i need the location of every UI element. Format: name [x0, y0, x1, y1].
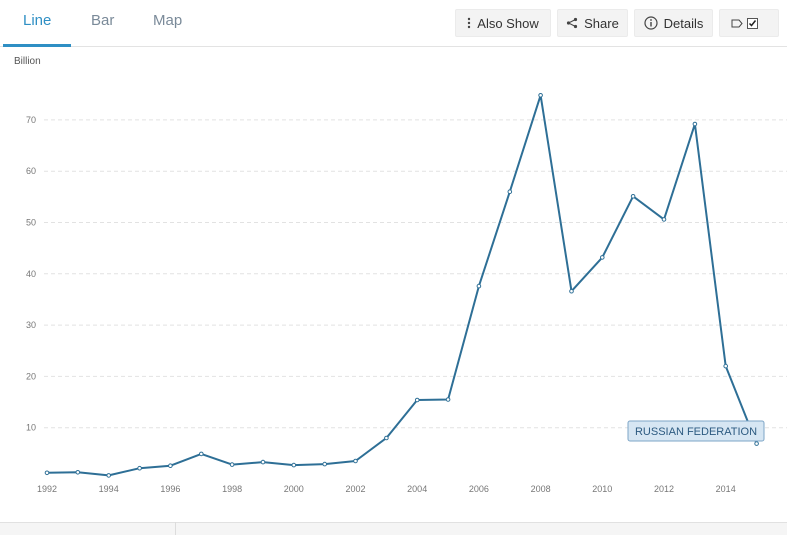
x-tick-label: 1994: [99, 484, 119, 494]
share-button[interactable]: Share: [557, 9, 628, 37]
bottom-panel: [0, 522, 787, 535]
x-tick-label: 2006: [469, 484, 489, 494]
x-tick-label: 2000: [284, 484, 304, 494]
label-tag-icon: [731, 19, 743, 28]
tab-line[interactable]: Line: [23, 12, 52, 29]
data-point[interactable]: [384, 435, 389, 441]
series-line: [46, 94, 758, 477]
data-point[interactable]: [260, 459, 266, 465]
data-point[interactable]: [630, 194, 636, 199]
info-icon: [644, 16, 658, 30]
x-tick-label: 2012: [654, 484, 674, 494]
data-point[interactable]: [75, 470, 81, 475]
y-tick-label: 20: [26, 371, 36, 381]
y-axis-unit-label: Billion: [14, 56, 41, 67]
data-point[interactable]: [569, 288, 574, 294]
y-tick-label: 40: [26, 269, 36, 279]
y-tick-label: 60: [26, 166, 36, 176]
data-point[interactable]: [476, 283, 482, 289]
details-button[interactable]: Details: [634, 9, 713, 37]
also-show-label: Also Show: [477, 15, 539, 31]
data-point[interactable]: [199, 451, 204, 457]
data-point[interactable]: [414, 397, 420, 403]
data-point[interactable]: [538, 93, 543, 98]
y-tick-label: 50: [26, 218, 36, 228]
data-point[interactable]: [692, 121, 698, 127]
x-tick-label: 2004: [407, 484, 427, 494]
x-tick-labels: 1992 1994 1996 1998 2000 2002 2004 2006 2008 2010…: [37, 484, 736, 494]
label-toggle-button[interactable]: [719, 9, 779, 37]
data-point[interactable]: [229, 462, 235, 467]
data-point[interactable]: [754, 441, 759, 446]
y-tick-label: 70: [26, 115, 36, 125]
x-tick-label: 1992: [37, 484, 57, 494]
active-tab-indicator: [3, 44, 71, 47]
tab-map[interactable]: Map: [153, 12, 183, 29]
y-tick-labels: 10 20 30 40 50 60 70: [26, 115, 36, 433]
data-point[interactable]: [137, 465, 142, 471]
top-bar: Line Bar Map Also Show Share Details: [0, 0, 787, 47]
more-vertical-icon: [467, 17, 471, 29]
tab-bar[interactable]: Bar: [91, 12, 115, 29]
share-label: Share: [584, 15, 619, 31]
y-tick-label: 10: [26, 423, 36, 433]
data-point[interactable]: [44, 470, 50, 476]
data-point[interactable]: [723, 363, 729, 369]
x-tick-label: 2008: [531, 484, 551, 494]
x-tick-label: 2014: [716, 484, 736, 494]
series-legend[interactable]: RUSSIAN FEDERATION: [627, 420, 765, 442]
data-point[interactable]: [445, 397, 451, 402]
series-label-box: [627, 420, 765, 442]
grid-layer: [44, 119, 787, 429]
details-label: Details: [663, 15, 704, 31]
series-label: RUSSIAN FEDERATION: [635, 426, 757, 438]
data-point[interactable]: [507, 189, 513, 194]
also-show-button[interactable]: Also Show: [455, 9, 551, 37]
data-point[interactable]: [322, 461, 328, 467]
checkbox-checked-icon[interactable]: [747, 17, 758, 29]
bottom-panel-divider: [175, 522, 176, 535]
data-point[interactable]: [168, 463, 173, 469]
data-point[interactable]: [291, 462, 297, 468]
share-icon: [566, 17, 578, 29]
x-tick-label: 2010: [592, 484, 612, 494]
data-point[interactable]: [600, 255, 605, 260]
x-tick-label: 1996: [160, 484, 180, 494]
data-point[interactable]: [353, 458, 358, 464]
y-tick-label: 30: [26, 320, 36, 330]
x-tick-label: 1998: [222, 484, 242, 494]
data-point[interactable]: [661, 217, 667, 222]
data-point[interactable]: [106, 473, 111, 478]
x-tick-label: 2002: [345, 484, 365, 494]
series-layer: [44, 93, 759, 478]
